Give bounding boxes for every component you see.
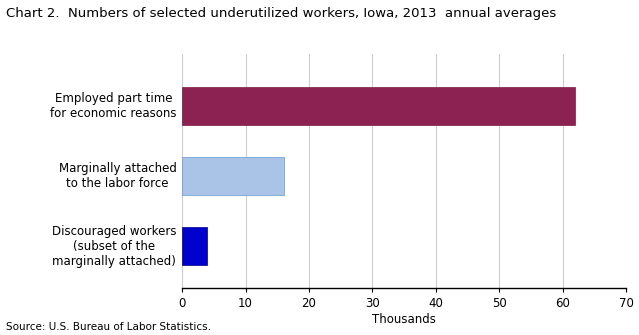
- Text: Chart 2.  Numbers of selected underutilized workers, Iowa, 2013  annual averages: Chart 2. Numbers of selected underutiliz…: [6, 7, 557, 20]
- X-axis label: Thousands: Thousands: [373, 313, 436, 326]
- Bar: [182, 227, 208, 265]
- Text: Source: U.S. Bureau of Labor Statistics.: Source: U.S. Bureau of Labor Statistics.: [6, 322, 212, 332]
- Bar: [182, 87, 576, 125]
- Bar: [182, 157, 284, 195]
